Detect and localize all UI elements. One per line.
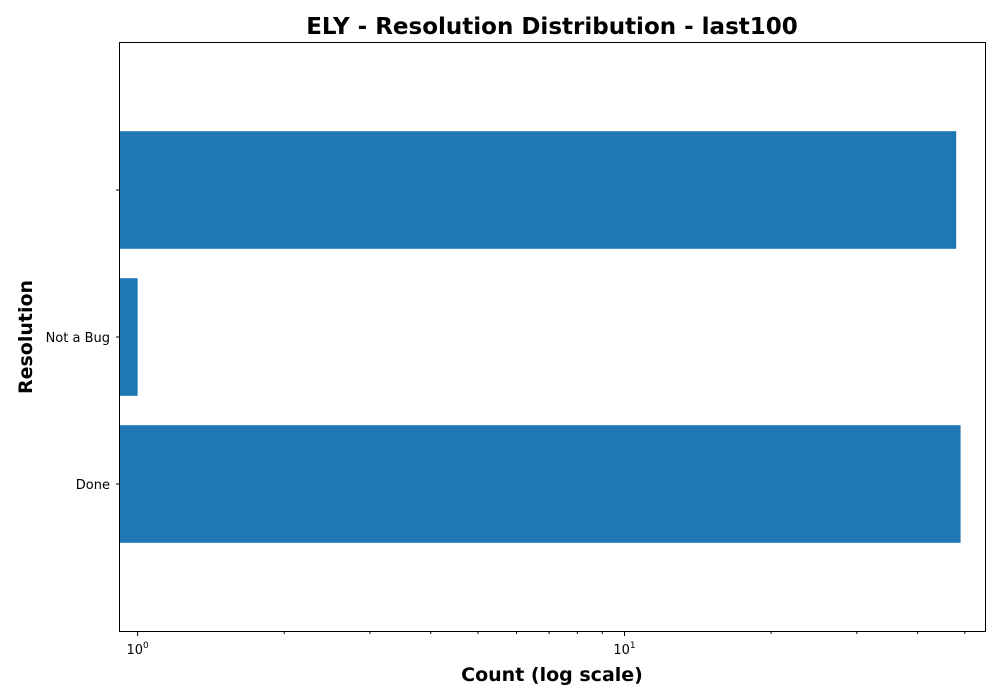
y-tick-label: Done — [76, 478, 110, 493]
bar — [120, 425, 961, 543]
plot-frame — [119, 42, 986, 632]
x-axis-label: Count (log scale) — [461, 664, 643, 686]
y-axis-label: Resolution — [15, 280, 37, 394]
y-axis-ticks: Done Not a Bug — [46, 189, 120, 493]
x-axis-ticks: 100 101 — [126, 631, 966, 658]
bar — [120, 131, 957, 249]
y-tick-label: Not a Bug — [46, 331, 110, 346]
bars-group — [120, 131, 961, 543]
x-tick-label: 100 — [126, 641, 149, 658]
bar — [120, 278, 138, 396]
chart-title: ELY - Resolution Distribution - last100 — [306, 14, 798, 40]
x-tick-label: 101 — [613, 641, 635, 658]
